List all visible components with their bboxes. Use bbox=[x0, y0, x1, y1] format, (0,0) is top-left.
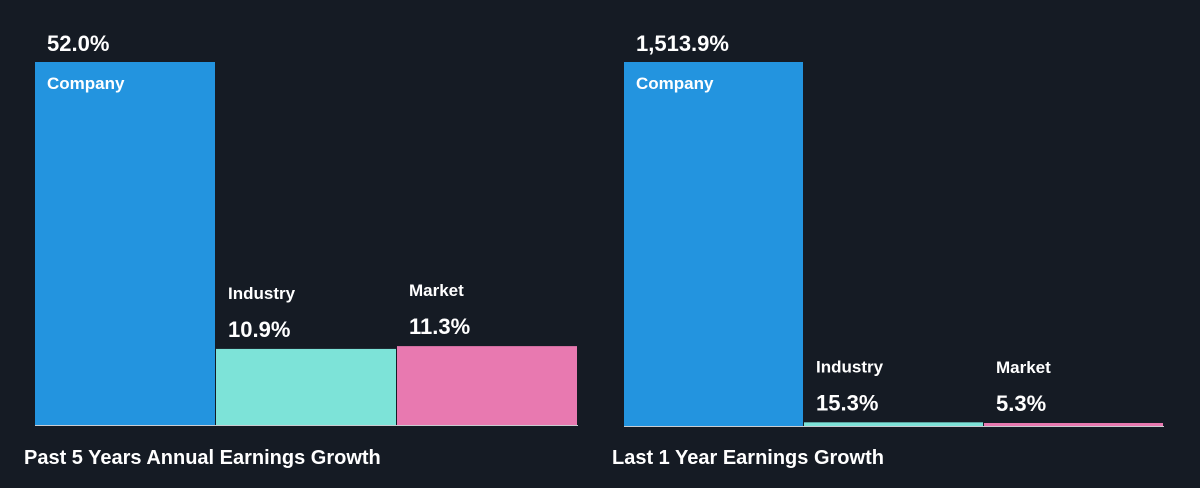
chart-1-value-label-industry: 15.3% bbox=[816, 390, 878, 415]
chart-0-title: Past 5 Years Annual Earnings Growth bbox=[24, 447, 381, 469]
chart-1-bar-market bbox=[984, 423, 1163, 426]
chart-0-bar-company bbox=[35, 62, 215, 425]
chart-0-category-label-company: Company bbox=[47, 74, 125, 93]
chart-1-bar-company bbox=[624, 62, 803, 426]
chart-0-value-label-company: 52.0% bbox=[47, 31, 109, 56]
chart-1-category-label-market: Market bbox=[996, 358, 1051, 377]
chart-1-category-label-industry: Industry bbox=[816, 357, 884, 376]
chart-1-title: Last 1 Year Earnings Growth bbox=[612, 447, 884, 469]
chart-0-value-label-industry: 10.9% bbox=[228, 317, 290, 342]
chart-1-value-label-market: 5.3% bbox=[996, 391, 1046, 416]
chart-1-category-label-company: Company bbox=[636, 74, 714, 93]
chart-1-bar-industry bbox=[804, 422, 983, 426]
chart-0-category-label-industry: Industry bbox=[228, 284, 296, 303]
chart-0-bar-market bbox=[397, 346, 577, 425]
chart-1-value-label-company: 1,513.9% bbox=[636, 31, 729, 56]
chart-0-value-label-market: 11.3% bbox=[409, 314, 470, 339]
chart-0-bar-industry bbox=[216, 348, 396, 425]
chart-0-category-label-market: Market bbox=[409, 281, 464, 300]
